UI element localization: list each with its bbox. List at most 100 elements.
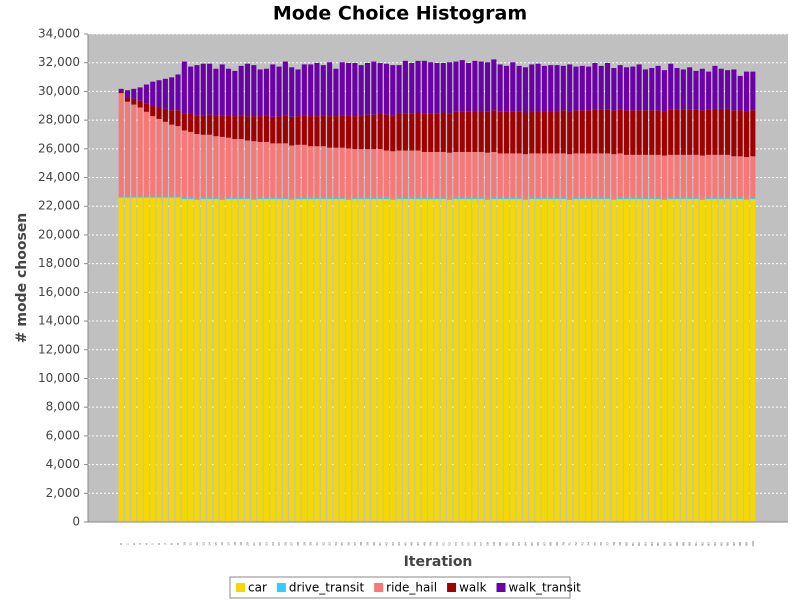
bar-segment: [680, 69, 686, 110]
bar-segment: [668, 109, 674, 155]
bar-segment: [346, 62, 352, 116]
bar-segment: [402, 197, 408, 200]
bar-segment: [560, 199, 566, 522]
bar-segment: [308, 197, 314, 200]
bar-segment: [200, 197, 206, 200]
bar-segment: [434, 199, 440, 522]
bar-segment: [586, 199, 592, 522]
x-tick-label: 15: [214, 542, 218, 546]
bar-segment: [263, 197, 269, 200]
x-tick-label: 64: [523, 542, 527, 546]
y-tick-label: 32,000: [38, 55, 80, 69]
bar-segment: [314, 62, 320, 117]
bar-segment: [510, 197, 516, 200]
bar-segment: [579, 65, 585, 111]
bar-segment: [346, 115, 352, 149]
x-tick-label: 70: [561, 542, 565, 546]
bar-segment: [661, 70, 667, 112]
bar-segment: [699, 155, 705, 199]
bar-segment: [674, 199, 680, 522]
bar-segment: [308, 64, 314, 117]
bar-segment: [718, 108, 724, 155]
bar-segment: [554, 197, 560, 200]
bar-segment: [674, 109, 680, 155]
bar-segment: [200, 63, 206, 116]
bar-segment: [642, 154, 648, 198]
legend-swatch: [496, 583, 506, 592]
x-tick-label: 12: [195, 542, 199, 546]
bar-segment: [282, 197, 288, 200]
bar-segment: [282, 115, 288, 144]
bar-segment: [693, 197, 699, 200]
bar-segment: [592, 199, 598, 522]
bar-segment: [743, 198, 750, 200]
bar-segment: [598, 197, 604, 200]
x-tick-label: 13: [201, 542, 205, 546]
bar-segment: [706, 197, 712, 200]
bar-segment: [567, 154, 573, 199]
bar-segment: [415, 197, 421, 200]
x-tick-label: 2: [132, 543, 136, 545]
bar-segment: [244, 197, 251, 200]
bar-segment: [181, 130, 187, 198]
bar-segment: [485, 199, 491, 522]
x-tick-label: 77: [606, 542, 610, 546]
bar-segment: [541, 65, 547, 112]
bar-segment: [352, 199, 358, 522]
bar-segment: [333, 197, 339, 200]
bar-segment: [226, 68, 232, 116]
x-tick-label: 40: [372, 542, 376, 546]
bar-segment: [263, 115, 269, 142]
bar-segment: [592, 62, 598, 110]
bar-segment: [535, 197, 541, 200]
bar-segment: [491, 199, 497, 522]
x-tick-label: 47: [416, 542, 420, 546]
y-tick-label: 14,000: [38, 314, 80, 328]
bar-segment: [453, 111, 459, 152]
bar-segment: [289, 116, 295, 146]
bar-segment: [175, 196, 181, 198]
bar-segment: [706, 199, 712, 522]
bar-segment: [560, 110, 566, 154]
bar-segment: [377, 62, 383, 114]
bar-segment: [617, 199, 623, 522]
bar-segment: [276, 197, 282, 200]
bar-segment: [396, 65, 402, 114]
bar-segment: [282, 143, 288, 198]
bar-segment: [649, 197, 655, 200]
x-tick-label: 25: [277, 542, 281, 546]
bar-segment: [718, 154, 724, 198]
bar-segment: [725, 108, 731, 155]
bar-segment: [642, 69, 648, 111]
bar-segment: [605, 197, 611, 200]
bar-segment: [421, 199, 427, 522]
bar-segment: [156, 118, 162, 197]
bar-segment: [712, 197, 718, 200]
x-tick-label: 35: [340, 542, 344, 546]
bar-segment: [295, 197, 301, 200]
x-tick-label: 81: [631, 542, 635, 546]
bar-segment: [301, 64, 307, 116]
bar-segment: [655, 65, 661, 111]
bar-segment: [428, 199, 434, 522]
x-tick-label: 95: [719, 542, 723, 546]
bar-segment: [485, 62, 491, 112]
bar-segment: [276, 66, 282, 117]
x-tick-label: 85: [656, 542, 660, 546]
bar-segment: [428, 151, 434, 198]
y-tick-label: 28,000: [38, 113, 80, 127]
bar-segment: [428, 62, 434, 114]
bar-segment: [459, 199, 465, 522]
bar-segment: [257, 197, 263, 200]
bar-segment: [687, 199, 693, 522]
bar-segment: [623, 197, 630, 200]
bar-segment: [263, 68, 269, 116]
bar-segment: [371, 61, 377, 115]
bar-segment: [560, 65, 566, 111]
x-tick-label: 24: [271, 542, 275, 546]
bar-segment: [409, 199, 415, 522]
x-tick-label: 30: [309, 542, 313, 546]
bar-segment: [200, 134, 206, 198]
bar-segment: [377, 113, 383, 150]
